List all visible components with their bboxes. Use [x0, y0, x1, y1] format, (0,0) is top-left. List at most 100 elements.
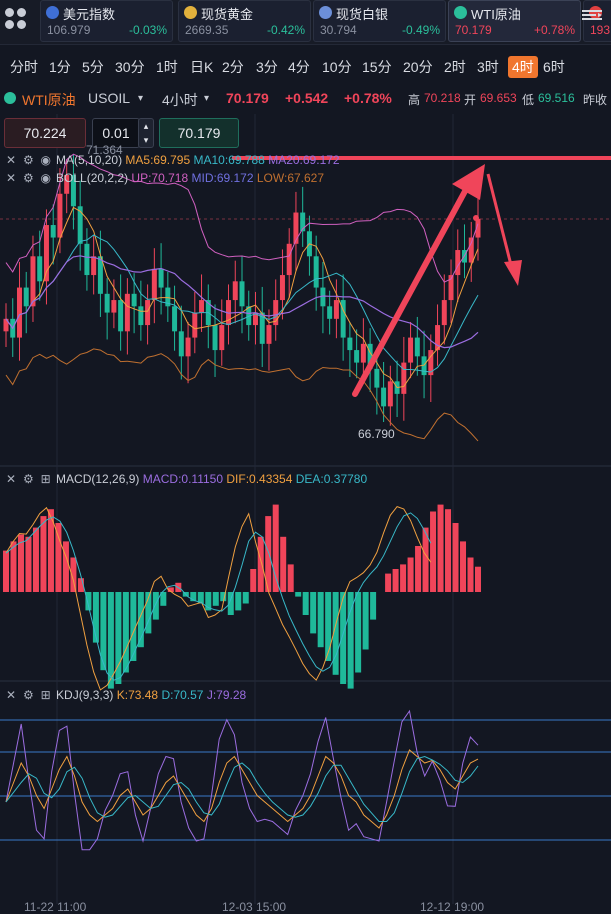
candle — [151, 268, 157, 301]
ticker-change: -0.49% — [401, 23, 440, 37]
ticker-1[interactable]: 现货黄金 2669.35 -0.42% — [178, 0, 311, 42]
candle — [374, 368, 380, 388]
timeframe-10[interactable]: 15分 — [362, 59, 392, 75]
candle — [226, 300, 232, 326]
high-value: 70.218 — [424, 91, 461, 105]
macd-bar — [25, 536, 32, 592]
macd-value: MACD:0.11150 — [142, 472, 224, 486]
macd-bar — [460, 541, 467, 592]
settings-icon[interactable]: ⚙ — [22, 688, 34, 702]
candle — [111, 300, 117, 313]
ma-label: MA(5,10,20) — [56, 153, 123, 167]
timeframe-4[interactable]: 1时 — [156, 59, 178, 75]
last-price: 70.179 — [226, 90, 269, 106]
kdj-label: KDJ(9,3,3) — [56, 688, 114, 702]
macd-bar — [197, 592, 204, 604]
timeframe-5[interactable]: 日K — [190, 59, 214, 75]
timeframe-15[interactable]: 6时 — [543, 59, 565, 75]
timeframe-13[interactable]: 3时 — [477, 59, 499, 75]
timeframe-7[interactable]: 3分 — [256, 59, 278, 75]
timeframe-1[interactable]: 1分 — [49, 59, 71, 75]
eye-icon[interactable]: ◉ — [40, 171, 51, 185]
candle — [475, 218, 481, 238]
lot-input[interactable]: 0.01 — [92, 118, 140, 148]
expand-icon[interactable]: ⊞ — [40, 472, 51, 486]
gold-icon — [184, 6, 197, 19]
close-icon[interactable]: ✕ — [5, 153, 17, 167]
timeframe-9[interactable]: 10分 — [322, 59, 352, 75]
settings-icon[interactable]: ⚙ — [22, 153, 34, 167]
timeframe-12[interactable]: 2时 — [444, 59, 466, 75]
candle — [23, 287, 29, 307]
candle — [354, 350, 360, 363]
lot-stepper[interactable]: ▴ ▾ — [138, 118, 154, 148]
timeframe-3[interactable]: 30分 — [115, 59, 145, 75]
candle — [246, 306, 252, 326]
timeframe-0[interactable]: 分时 — [10, 59, 38, 75]
last-price-dot — [473, 215, 479, 221]
down-arrow-head — [504, 260, 522, 286]
settings-icon[interactable]: ⚙ — [22, 171, 34, 185]
timeframe-2[interactable]: 5分 — [82, 59, 104, 75]
candle — [232, 281, 238, 301]
period-label[interactable]: 4小时 — [162, 92, 198, 108]
candle — [91, 256, 97, 276]
close-icon[interactable]: ✕ — [5, 688, 17, 702]
candle — [97, 256, 103, 294]
macd-bar — [400, 564, 407, 592]
ticker-price: 2669.35 — [185, 23, 229, 37]
apps-grid-icon[interactable] — [5, 8, 27, 30]
timeframe-6[interactable]: 2分 — [222, 59, 244, 75]
symbol-code[interactable]: USOIL — [88, 90, 131, 106]
timeframe-11[interactable]: 20分 — [403, 59, 433, 75]
close-icon[interactable]: ✕ — [5, 171, 17, 185]
candle — [414, 337, 420, 357]
candle — [37, 256, 43, 282]
macd-bar — [250, 569, 257, 592]
up-arrow-shaft — [352, 179, 473, 397]
eye-icon[interactable]: ◉ — [40, 153, 51, 167]
macd-bar — [167, 587, 174, 592]
chevron-down-icon[interactable]: ▾ — [204, 93, 210, 104]
macd-bar — [152, 592, 159, 620]
down-arrow-shaft — [486, 173, 514, 270]
candle — [441, 300, 447, 326]
sell-price-button[interactable]: 70.224 — [4, 118, 86, 148]
min-price-label: 66.790 — [358, 427, 395, 441]
candle — [300, 212, 306, 232]
ticker-2[interactable]: 现货白银 30.794 -0.49% — [313, 0, 446, 42]
candle — [50, 225, 56, 238]
candle — [347, 337, 353, 351]
macd-bar — [362, 592, 369, 650]
menu-icon[interactable] — [580, 4, 604, 26]
symbol-name[interactable]: WTI原油 — [22, 92, 76, 108]
close-icon[interactable]: ✕ — [5, 472, 17, 486]
timeframe-8[interactable]: 4分 — [288, 59, 310, 75]
candle — [468, 237, 474, 263]
ma10-value: MA10:69.788 — [193, 153, 265, 167]
macd-bar — [130, 592, 137, 661]
chart-area[interactable] — [0, 114, 611, 914]
chevron-down-icon[interactable]: ▾ — [138, 93, 144, 104]
ticker-change: -0.03% — [128, 23, 167, 37]
macd-bar — [92, 592, 99, 643]
buy-price-button[interactable]: 70.179 — [159, 118, 239, 148]
macd-bar — [17, 534, 24, 592]
ticker-name: 美元指数 — [63, 7, 116, 22]
timeframe-14[interactable]: 4时 — [508, 56, 538, 78]
date-label: 12-12 19:00 — [420, 900, 485, 914]
expand-icon[interactable]: ⊞ — [40, 688, 51, 702]
macd-bar — [355, 592, 362, 673]
macd-bar — [77, 578, 84, 592]
macd-bar — [242, 592, 249, 604]
settings-icon[interactable]: ⚙ — [22, 472, 34, 486]
candle — [455, 250, 461, 276]
ticker-0[interactable]: 美元指数 106.979 -0.03% — [40, 0, 173, 42]
macd-bar — [287, 564, 294, 592]
macd-bar — [392, 569, 399, 592]
candle — [192, 312, 198, 338]
candle — [387, 381, 393, 407]
candle — [381, 387, 387, 407]
macd-bar — [145, 592, 152, 634]
ticker-3[interactable]: WTI原油 70.179 +0.78% — [448, 0, 581, 42]
